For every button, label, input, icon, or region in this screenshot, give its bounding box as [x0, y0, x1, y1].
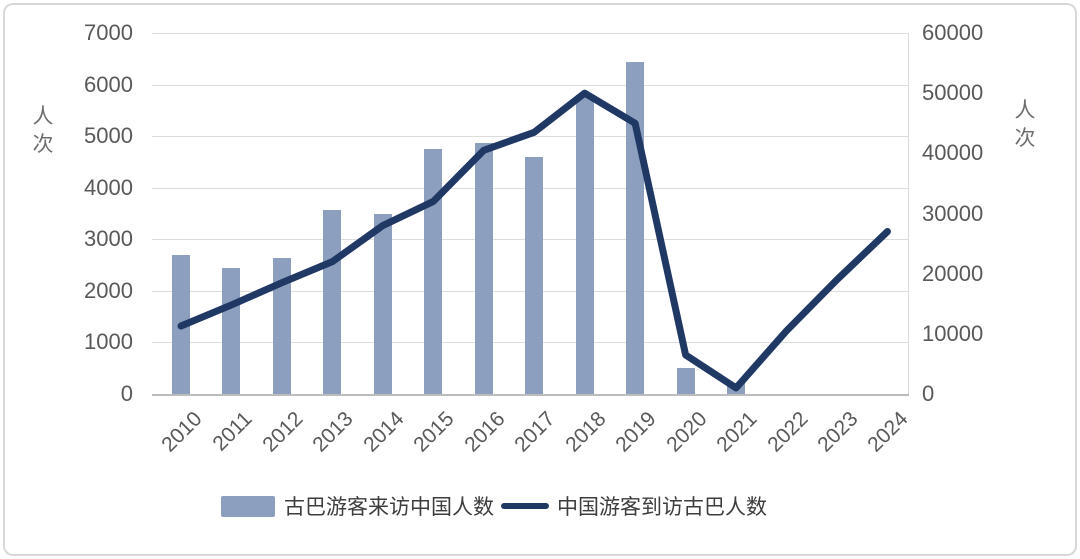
left-axis-tick-label: 7000	[84, 20, 133, 45]
right-axis-tick-label: 0	[922, 381, 935, 406]
bar-2014	[373, 214, 392, 394]
right-axis-line	[908, 33, 909, 395]
bar-2018	[575, 94, 594, 394]
bar-2020	[676, 368, 695, 394]
gridline	[152, 136, 909, 138]
left-axis-tick-label: 6000	[84, 71, 133, 97]
x-axis-line	[152, 393, 909, 396]
bar-2017	[525, 156, 544, 394]
legend-item-bar-series: 古巴游客来访中国人数	[221, 491, 494, 521]
gridline	[152, 84, 909, 86]
left-axis-tick-label: 1000	[84, 329, 133, 355]
bar-2019	[626, 61, 645, 394]
legend-row: 古巴游客来访中国人数 中国游客到访古巴人数	[221, 491, 767, 521]
line-series-swatch-icon	[501, 503, 549, 509]
bar-2015	[424, 148, 443, 394]
right-axis-title: 人次	[1014, 99, 1036, 151]
bar-2013	[323, 210, 342, 394]
right-axis-tick-label: 50000	[922, 80, 984, 106]
legend-item-line-series: 中国游客到访古巴人数	[501, 491, 767, 521]
legend: 古巴游客来访中国人数 中国游客到访古巴人数	[0, 491, 1080, 521]
left-axis-tick-label: 4000	[84, 174, 133, 200]
bar-2021	[727, 383, 746, 394]
bar-2016	[474, 142, 493, 394]
bar-2012	[272, 258, 291, 394]
bar-2010	[172, 254, 190, 394]
bar-series-swatch-icon	[221, 495, 275, 517]
right-axis-tick-label: 40000	[922, 140, 984, 166]
gridline	[152, 33, 909, 34]
right-axis-tick-label: 20000	[922, 260, 984, 286]
left-axis-tick-label: 5000	[84, 123, 133, 149]
bar-2011	[222, 267, 241, 394]
left-axis-tick-label: 3000	[84, 226, 133, 252]
line-series-label: 中国游客到访古巴人数	[557, 496, 767, 519]
right-axis-tick-label: 60000	[922, 20, 984, 45]
right-axis-tick-label: 10000	[922, 320, 984, 346]
left-axis-tick-label: 2000	[84, 277, 133, 303]
left-axis-title: 人次	[32, 105, 54, 157]
right-axis-tick-label: 30000	[922, 200, 984, 226]
bar-series-label: 古巴游客来访中国人数	[284, 496, 494, 519]
left-axis-tick-label: 0	[120, 381, 133, 406]
